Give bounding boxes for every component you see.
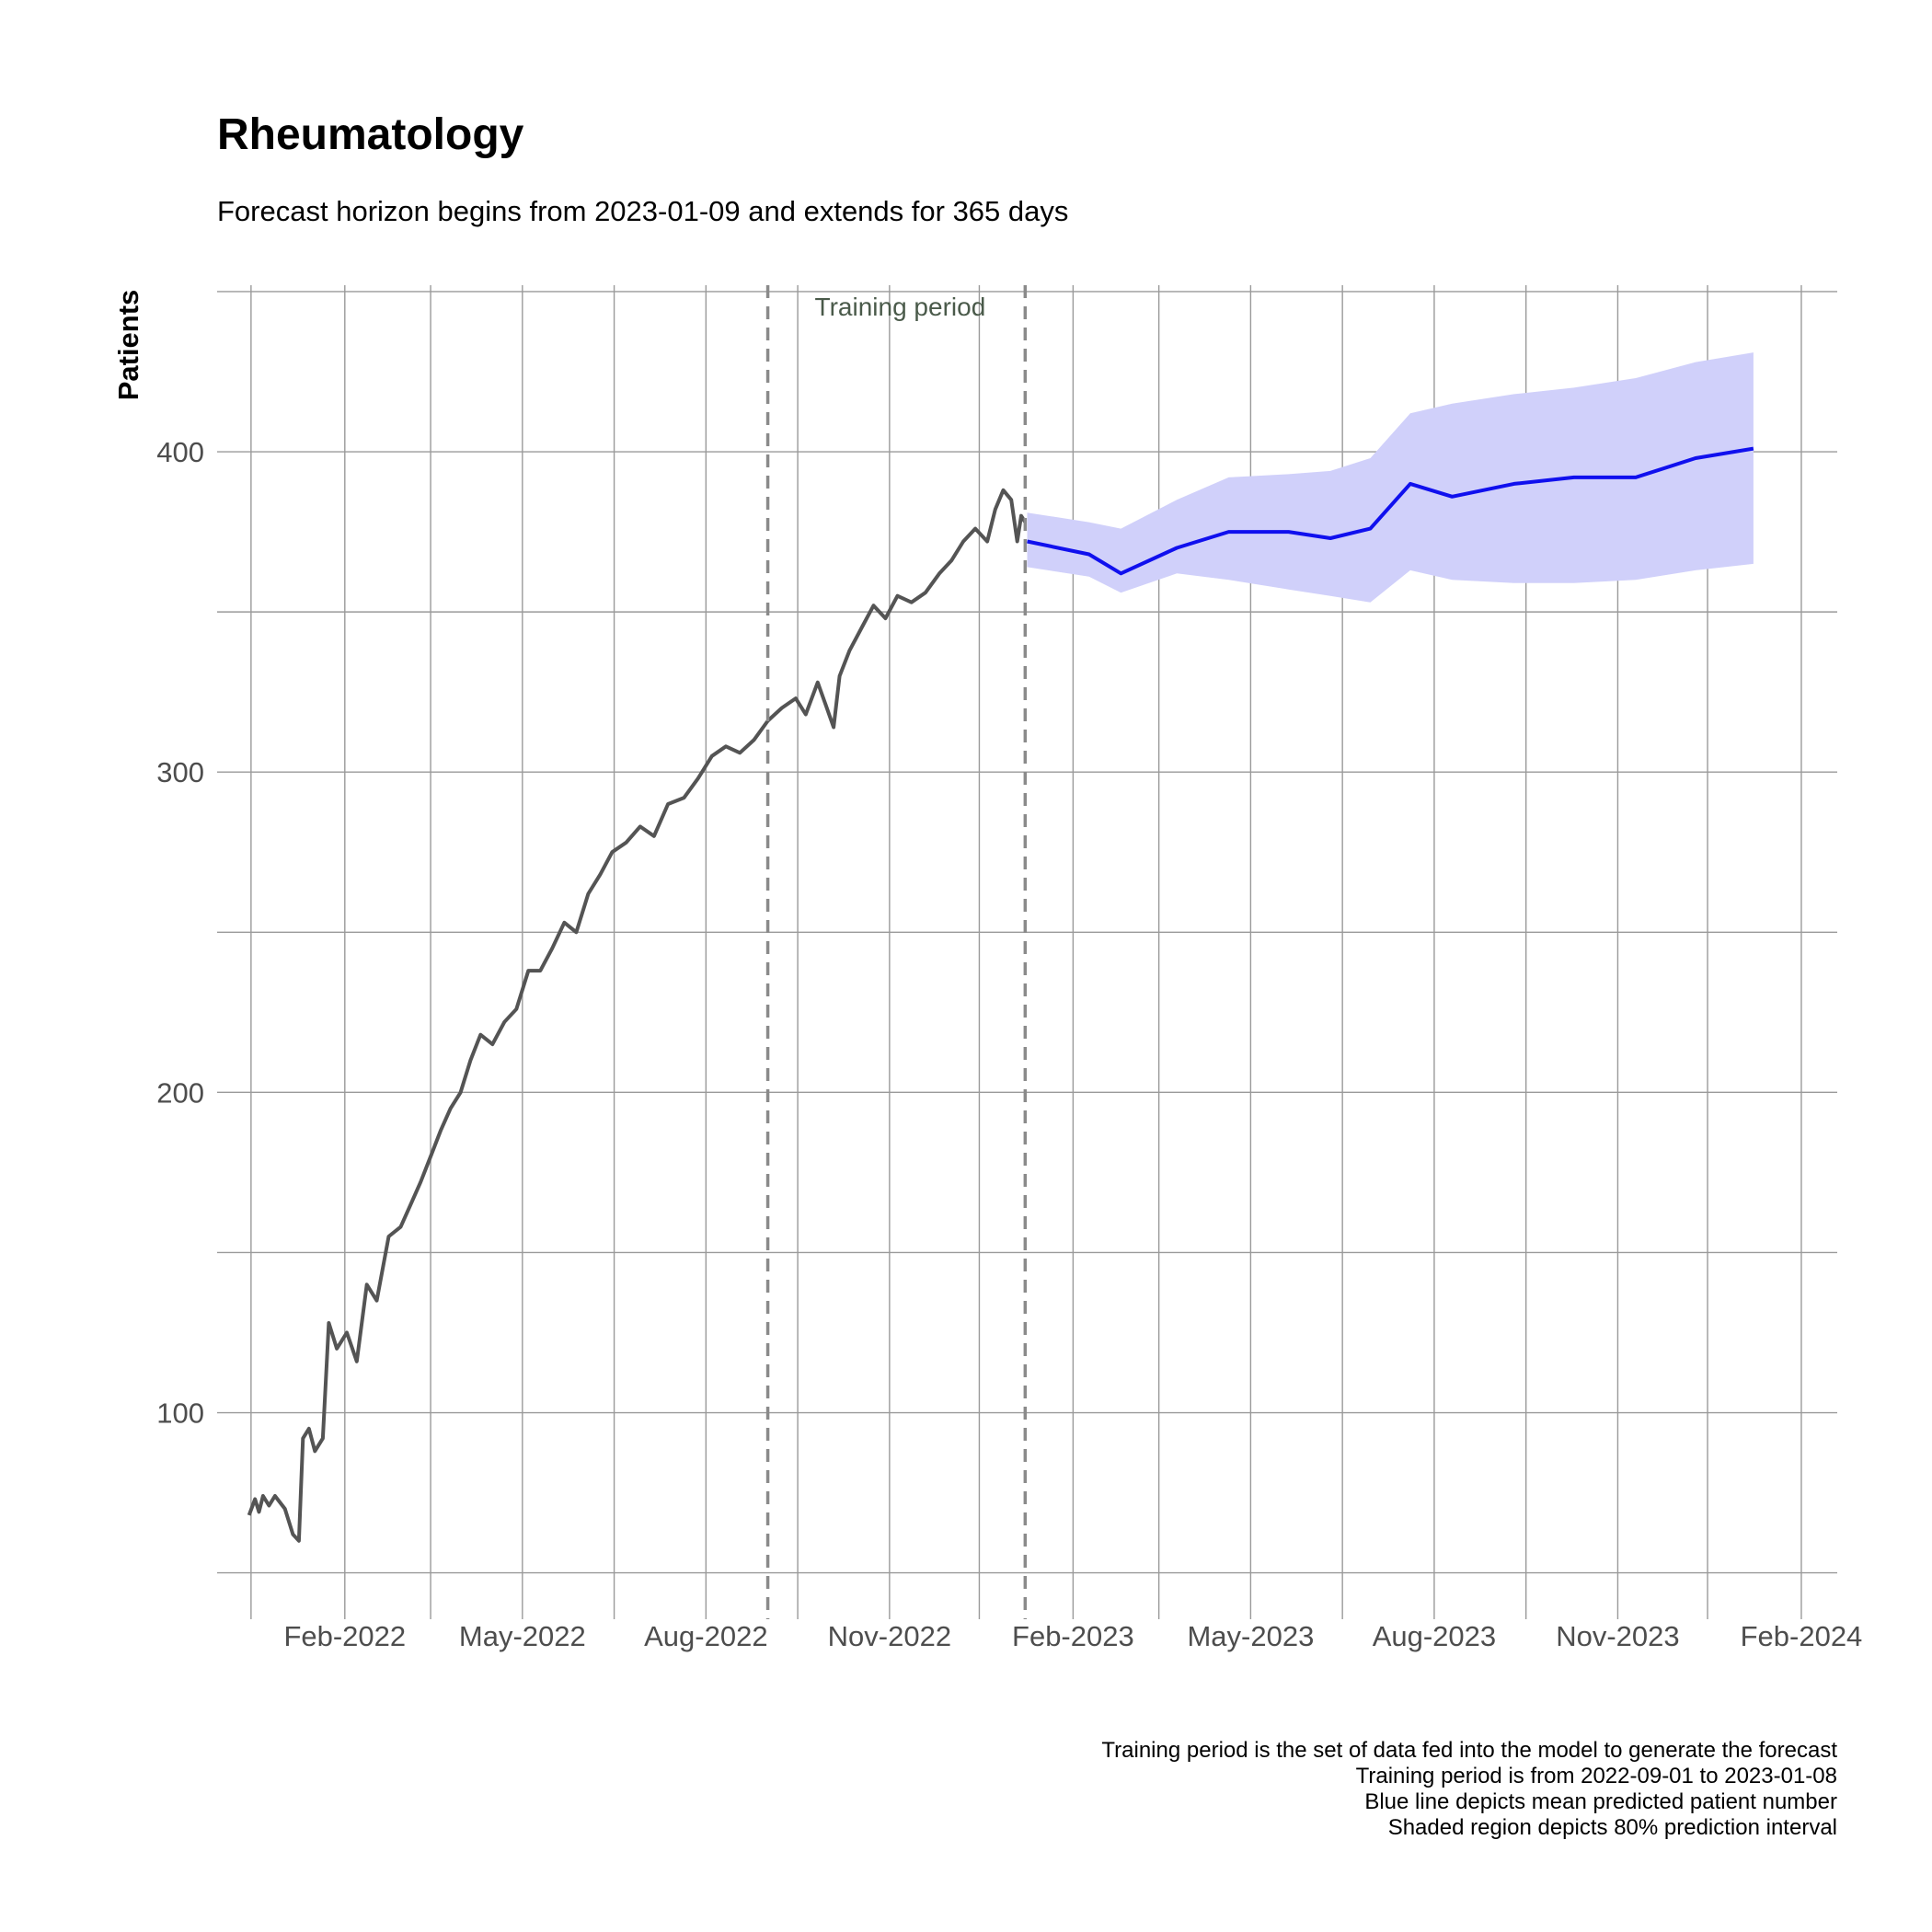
y-tick-label: 300 <box>156 756 204 788</box>
x-tick-label: Aug-2023 <box>1373 1620 1496 1652</box>
caption-line: Training period is the set of data fed i… <box>1101 1738 1837 1763</box>
x-tick-labels: Feb-2022 May-2022 Aug-2022 Nov-2022 Feb-2023… <box>283 1620 1862 1652</box>
caption-line: Training period is from 2022-09-01 to 20… <box>1356 1764 1837 1788</box>
grid <box>217 285 1837 1619</box>
x-tick-label: Feb-2022 <box>283 1620 406 1652</box>
observed-line <box>247 488 1027 1543</box>
chart-subtitle: Forecast horizon begins from 2023-01-09 … <box>217 195 1068 227</box>
training-period-annotation: Training period <box>815 293 986 321</box>
y-tick-label: 400 <box>156 436 204 468</box>
x-tick-label: Nov-2023 <box>1556 1620 1679 1652</box>
x-tick-label: Feb-2024 <box>1741 1620 1863 1652</box>
x-tick-label: May-2023 <box>1187 1620 1314 1652</box>
caption: Training period is the set of data fed i… <box>1101 1738 1837 1840</box>
y-tick-label: 100 <box>156 1397 204 1430</box>
series-lines <box>247 446 1754 1543</box>
forecast-mean-line <box>1027 446 1754 576</box>
caption-line: Blue line depicts mean predicted patient… <box>1364 1789 1837 1814</box>
caption-line: Shaded region depicts 80% prediction int… <box>1388 1815 1837 1840</box>
y-tick-labels: 100 200 300 400 <box>156 436 204 1429</box>
chart-title: Rheumatology <box>217 110 524 159</box>
training-period-markers <box>765 285 1028 1619</box>
x-tick-label: May-2022 <box>459 1620 586 1652</box>
x-tick-label: Feb-2023 <box>1012 1620 1134 1652</box>
x-tick-label: Nov-2022 <box>828 1620 951 1652</box>
y-axis-label: Patients <box>112 290 144 401</box>
y-tick-label: 200 <box>156 1076 204 1109</box>
x-tick-label: Aug-2022 <box>644 1620 767 1652</box>
